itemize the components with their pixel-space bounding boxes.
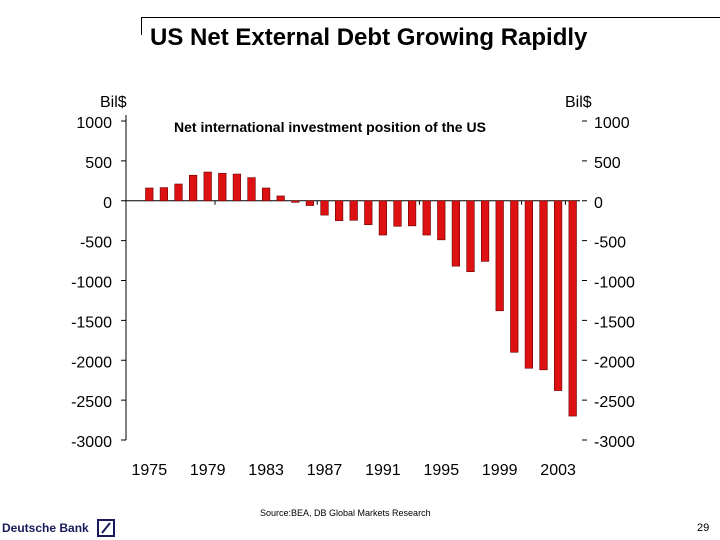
bar-1981: [232, 173, 241, 202]
bar-1994: [422, 200, 431, 236]
bar-1986: [305, 200, 314, 206]
bar-1991: [378, 200, 387, 236]
bar-1990: [364, 200, 373, 225]
bar-2003: [553, 200, 563, 391]
y-tick-label-right: 500: [594, 155, 621, 172]
y-tick-label-left: -2500: [71, 394, 112, 411]
bar-1997: [466, 200, 475, 273]
y-axis-unit-left: Bil$: [100, 94, 127, 111]
slide-title: US Net External Debt Growing Rapidly: [150, 24, 588, 51]
bar-1978: [189, 174, 198, 202]
y-tick-label-right: -3000: [594, 434, 635, 451]
y-tick-label-right: -1500: [594, 314, 635, 331]
y-tick-label-left: -3000: [71, 434, 112, 451]
bar-1998: [480, 200, 490, 262]
chart-title: Net international investment position of…: [174, 119, 486, 135]
bar-1995: [437, 200, 446, 241]
x-tick-label: 1999: [482, 462, 518, 479]
y-tick-label-left: 0: [103, 195, 112, 212]
bar-1984: [276, 195, 285, 202]
bar-1983: [261, 187, 271, 202]
y-axis-unit-right: Bil$: [565, 94, 592, 111]
x-tick-label: 1979: [190, 462, 226, 479]
y-tick-label-right: 1000: [594, 115, 630, 132]
x-tick-label: 1995: [424, 462, 460, 479]
y-tick-label-right: -500: [594, 235, 626, 252]
deutsche-bank-logo-icon: [96, 519, 115, 537]
bar-1979: [203, 171, 212, 202]
x-tick-label: 1991: [365, 462, 401, 479]
x-tick-label: 1983: [248, 462, 284, 479]
bar-1992: [393, 200, 402, 227]
source-note: Source:BEA, DB Global Markets Research: [260, 508, 431, 518]
brand-name: Deutsche Bank: [2, 521, 89, 535]
y-tick-label-left: -2000: [71, 354, 112, 371]
y-tick-label-right: 0: [594, 195, 603, 212]
x-tick-label: 2003: [540, 462, 576, 479]
bar-1977: [174, 183, 183, 202]
y-tick-label-left: -1000: [71, 275, 112, 292]
y-tick-label-right: -2500: [594, 394, 635, 411]
bar-1985: [291, 200, 300, 203]
bar-2002: [539, 200, 548, 371]
bar-1989: [349, 200, 358, 221]
title-rule-vertical: [141, 17, 142, 35]
x-tick-label: 1987: [307, 462, 343, 479]
bar-1996: [451, 200, 460, 267]
bar-2000: [510, 200, 519, 353]
bar-2004: [568, 200, 577, 417]
page-number: 29: [697, 522, 710, 534]
bar-chart: 1000 1000 500 500 0 0 -500 -500 -1000 -1000 -1500 -…: [71, 94, 635, 479]
title-rule: [141, 17, 720, 18]
bar-1993: [407, 200, 417, 227]
brand: Deutsche Bank: [2, 517, 115, 539]
bar-2001: [524, 200, 533, 369]
bar-1982: [247, 177, 256, 202]
y-tick-label-right: -2000: [594, 354, 635, 371]
bar-1980: [218, 172, 227, 202]
bar-1975: [145, 187, 154, 202]
bar-1988: [334, 200, 344, 221]
y-tick-label-left: 500: [85, 155, 112, 172]
y-tick-label-left: 1000: [76, 115, 112, 132]
bar-1987: [320, 200, 329, 216]
bar-1976: [159, 187, 168, 202]
y-tick-label-left: -1500: [71, 314, 112, 331]
bar-1999: [495, 200, 504, 312]
x-tick-label: 1975: [132, 462, 168, 479]
y-tick-label-left: -500: [80, 235, 112, 252]
y-tick-label-right: -1000: [594, 275, 635, 292]
